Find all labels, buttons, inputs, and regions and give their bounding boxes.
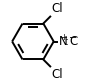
Text: −: − (69, 33, 77, 43)
Text: :: : (65, 35, 69, 48)
Text: +: + (60, 33, 67, 42)
Text: N: N (59, 35, 68, 48)
Text: Cl: Cl (51, 2, 63, 15)
Text: Cl: Cl (51, 68, 63, 81)
Text: C: C (69, 35, 77, 48)
